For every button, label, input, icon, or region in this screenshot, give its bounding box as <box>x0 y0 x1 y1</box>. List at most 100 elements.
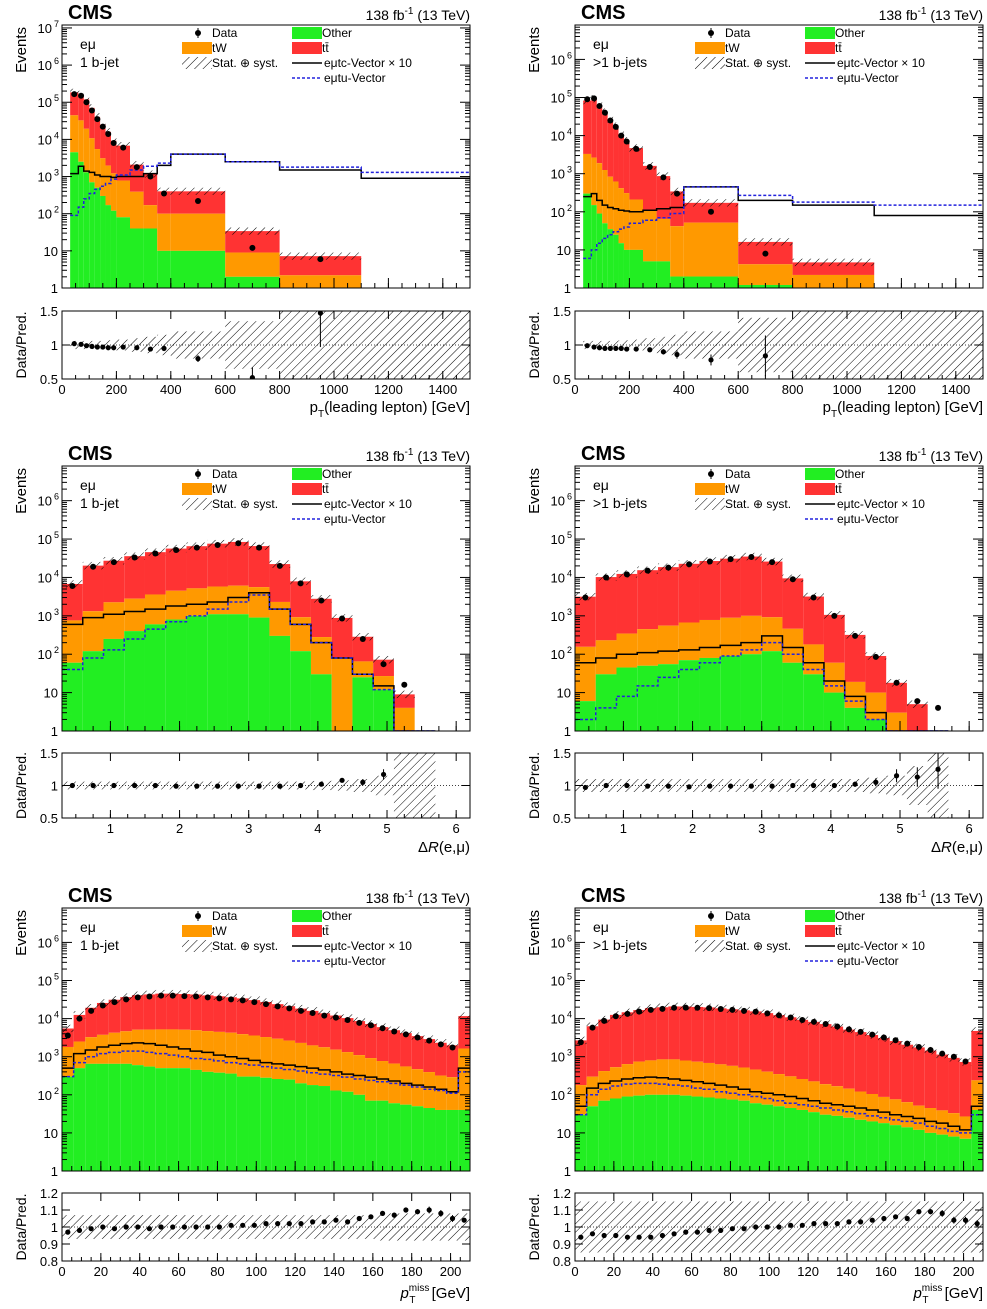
tw-bar <box>959 1116 972 1139</box>
x-tick-label: 600 <box>727 382 749 397</box>
legend-tw-swatch <box>182 483 212 495</box>
ratio-point <box>195 356 201 362</box>
data-point <box>401 681 408 688</box>
data-point <box>671 1004 678 1011</box>
data-point <box>214 542 221 549</box>
data-point <box>717 1005 724 1012</box>
ratio-syst-band <box>936 1201 949 1253</box>
ratio-point <box>310 1219 316 1225</box>
data-point <box>729 1006 736 1013</box>
legend-other-swatch <box>805 910 835 922</box>
data-point <box>644 567 651 574</box>
tw-bar <box>596 163 603 214</box>
ratio-point <box>660 349 667 355</box>
legend-data-label: Data <box>212 909 238 923</box>
other-bar <box>458 1109 470 1171</box>
ttbar-bar <box>948 1057 960 1114</box>
tw-bar <box>575 1085 587 1115</box>
ratio-point <box>659 1232 666 1239</box>
tw-bar <box>213 1031 226 1073</box>
y-tick-label: 10 <box>38 1050 52 1065</box>
other-bar <box>94 187 101 288</box>
y-tick-exponent: 2 <box>54 645 59 655</box>
lumi-label: 138 fb-1 (13 TeV) <box>366 447 470 464</box>
tw-bar <box>271 1038 284 1079</box>
ttbar-bar <box>166 993 179 1030</box>
ratio-y-tick-label: 1 <box>51 779 58 794</box>
ttbar-bar <box>854 1032 867 1092</box>
ratio-point <box>228 1222 234 1228</box>
y-tick-label: 10 <box>551 570 565 585</box>
other-bar <box>761 651 783 731</box>
y-tick-exponent: 4 <box>54 568 59 578</box>
ttbar-bar <box>656 1007 669 1060</box>
ttbar-bar <box>78 94 84 121</box>
x-axis-title: pmiss T [GeV] <box>399 1283 470 1306</box>
ratio-point <box>105 345 111 351</box>
other-bar <box>657 664 679 731</box>
ttbar-bar <box>458 1016 470 1049</box>
data-point <box>904 1040 911 1047</box>
tw-bar <box>83 128 90 173</box>
tw-bar <box>773 1074 785 1107</box>
x-tick-label: 3 <box>758 821 765 836</box>
ratio-point <box>298 1221 304 1227</box>
x-tick-label: 800 <box>782 382 804 397</box>
ttbar-bar <box>110 140 117 174</box>
ratio-point <box>69 782 75 789</box>
ratio-point <box>602 345 608 351</box>
data-point <box>449 1044 456 1051</box>
other-bar <box>936 1134 949 1171</box>
cms-label: CMS <box>68 885 112 907</box>
data-point <box>344 1016 351 1023</box>
syst-band <box>906 700 928 708</box>
ratio-syst-band <box>913 1201 925 1253</box>
data-point <box>317 256 324 263</box>
other-bar <box>644 1094 657 1171</box>
other-bar <box>670 276 684 288</box>
other-bar <box>773 1106 785 1171</box>
ttbar-bar <box>714 1008 727 1065</box>
y-tick-label: 10 <box>38 1088 52 1103</box>
cms-label: CMS <box>581 2 625 24</box>
ttbar-bar <box>279 256 362 276</box>
y-tick-label: 10 <box>38 647 52 662</box>
syst-band <box>85 1004 97 1012</box>
tw-bar <box>62 1046 74 1077</box>
ratio-syst-band <box>607 340 614 350</box>
ratio-point <box>578 1234 584 1240</box>
ratio-y-axis-title: Data/Pred. <box>526 1194 542 1261</box>
ratio-point <box>100 1224 106 1230</box>
legend-other-label: Other <box>835 909 865 923</box>
data-point <box>76 1015 83 1022</box>
tw-bar <box>108 1032 121 1064</box>
tw-bar <box>843 1088 855 1118</box>
ttbar-bar <box>616 573 638 634</box>
ttbar-bar <box>100 124 106 159</box>
cms-label: CMS <box>581 443 625 465</box>
x-tick-label: 120 <box>797 1264 819 1279</box>
y-tick-exponent: 3 <box>54 607 59 617</box>
tw-bar <box>602 170 608 224</box>
ratio-point <box>132 782 138 789</box>
channel-label: eμ <box>593 919 609 935</box>
legend-ttbar-label: tt̄ <box>835 482 842 496</box>
other-bar <box>124 631 145 731</box>
legend-ctu-label: eμtu-Vector <box>324 954 386 968</box>
legend-ctc-label: eμtc-Vector × 10 <box>837 497 925 511</box>
y-tick-exponent: 6 <box>567 50 572 60</box>
ratio-point <box>123 1224 129 1230</box>
ttbar-bar <box>365 1023 377 1059</box>
x-tick-label: 6 <box>966 821 973 836</box>
ttbar-bar <box>782 578 804 629</box>
x-tick-label: 160 <box>875 1264 897 1279</box>
y-tick-label: 10 <box>551 647 565 662</box>
ratio-syst-band <box>361 311 470 379</box>
ttbar-bar <box>130 164 144 192</box>
ratio-point <box>297 782 304 789</box>
legend-syst-swatch <box>182 57 212 69</box>
ratio-syst-band <box>388 1213 401 1241</box>
tw-bar <box>948 1113 960 1137</box>
other-bar <box>155 1068 167 1171</box>
other-bar <box>388 1103 401 1171</box>
